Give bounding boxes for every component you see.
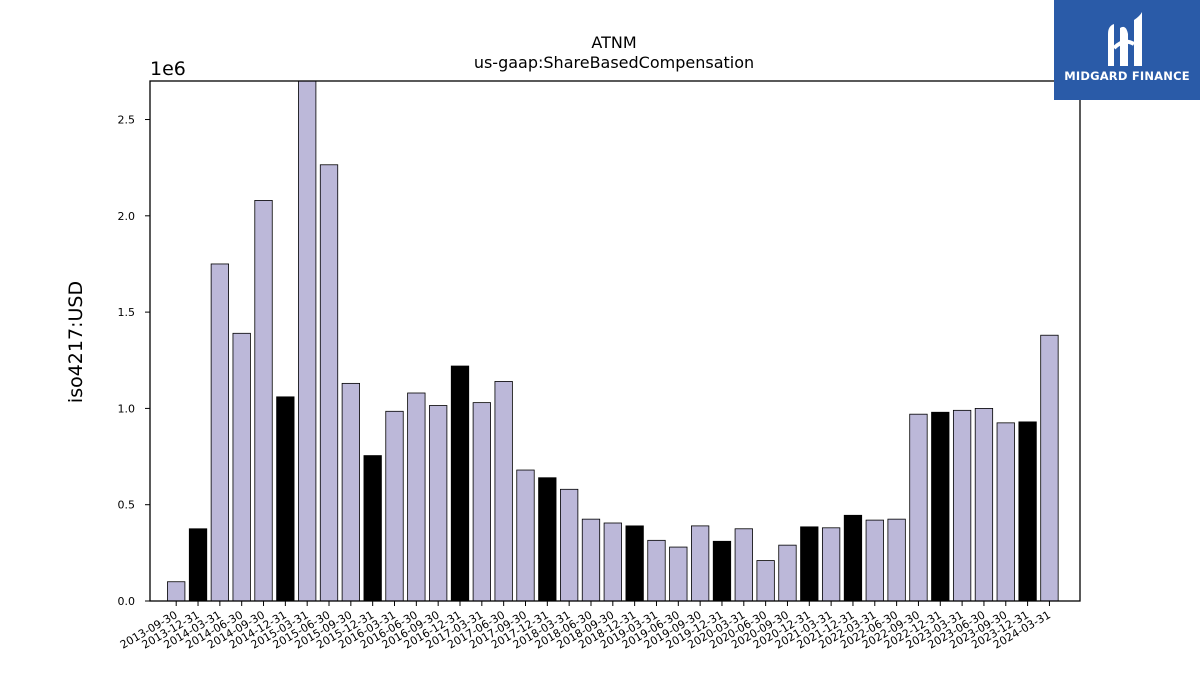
bars-group [167,80,1059,602]
chart-subtitle: us-gaap:ShareBasedCompensation [474,53,754,72]
bar-2019-12-31 [712,540,732,602]
bar-2017-03-31 [472,402,491,602]
bar-2022-12-31 [931,411,950,602]
bar-2014-03-31 [210,263,229,602]
bar-2018-03-31 [560,488,579,602]
bar-2021-03-31 [821,527,841,602]
bar-2015-06-30 [319,164,339,602]
y-offset-label: 1e6 [150,58,186,80]
bar-2016-03-31 [385,410,404,602]
bar-2022-03-31 [865,519,884,602]
bar-2015-09-30 [341,382,360,602]
y-tick-label: 0.0 [118,595,136,608]
bar-2023-03-31 [952,409,972,602]
chart-title: ATNM [591,33,636,52]
plot-frame [149,80,1081,602]
bar-2019-03-31 [647,539,666,602]
y-axis: 0.0 0.5 1.0 1.5 2.0 2.5 [118,114,150,608]
bar-2020-06-30 [756,560,775,602]
brand-logo: MIDGARD FINANCE [1054,0,1200,100]
y-tick-label: 2.5 [118,114,136,127]
bar-2014-12-31 [276,396,295,602]
bar-2014-06-30 [232,332,251,602]
y-tick-label: 2.0 [118,210,136,223]
y-tick-label: 1.5 [118,306,136,319]
logo-mark-icon [1108,12,1142,66]
bar-2019-09-30 [691,525,710,602]
bar-2023-06-30 [974,408,994,602]
bar-2016-06-30 [407,392,426,602]
bar-2023-12-31 [1018,421,1037,602]
bar-2014-09-30 [254,200,273,602]
x-axis: 2013-09-302013-12-312014-03-312014-06-30… [118,601,1053,652]
bar-2017-09-30 [516,469,535,602]
bar-2013-12-31 [188,528,208,602]
bar-2017-06-30 [494,381,513,602]
bar-2018-12-31 [625,525,644,602]
bar-2015-03-31 [298,80,317,602]
bar-2018-06-30 [581,518,601,602]
logo-text: MIDGARD FINANCE [1064,69,1190,83]
bar-2023-09-30 [996,422,1015,602]
bar-2022-09-30 [909,413,928,602]
bar-2016-09-30 [429,405,448,602]
bar-2015-12-31 [363,455,382,602]
bar-2013-09-30 [167,581,186,602]
bar-2020-09-30 [778,544,797,602]
y-tick-label: 0.5 [118,499,136,512]
bar-2017-12-31 [538,477,557,602]
bar-2022-06-30 [887,518,906,602]
bar-2020-03-31 [734,528,753,602]
bar-2020-12-31 [800,526,819,602]
bar-2024-03-31 [1040,334,1059,602]
bar-2021-12-31 [843,514,863,602]
y-tick-label: 1.0 [118,402,136,415]
y-axis-label: iso4217:USD [65,281,87,403]
bar-2018-09-30 [603,522,622,602]
bar-2019-06-30 [669,546,688,602]
bar-2016-12-31 [450,365,470,602]
